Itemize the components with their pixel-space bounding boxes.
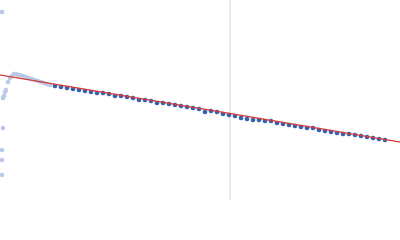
data-point bbox=[5, 79, 11, 85]
data-point bbox=[0, 125, 6, 131]
data-point bbox=[0, 172, 5, 178]
data-point bbox=[250, 117, 256, 123]
data-point bbox=[0, 147, 5, 153]
data-point bbox=[0, 157, 5, 163]
page: {"chart_data": {"type": "scatter", "xlim… bbox=[0, 0, 400, 200]
data-point bbox=[1, 93, 7, 99]
data-point bbox=[3, 87, 9, 93]
data-point bbox=[202, 109, 208, 115]
chart bbox=[0, 0, 400, 200]
data-point bbox=[0, 9, 5, 15]
data-point bbox=[238, 115, 244, 121]
fit-line bbox=[0, 74, 400, 143]
data-point bbox=[244, 116, 250, 122]
